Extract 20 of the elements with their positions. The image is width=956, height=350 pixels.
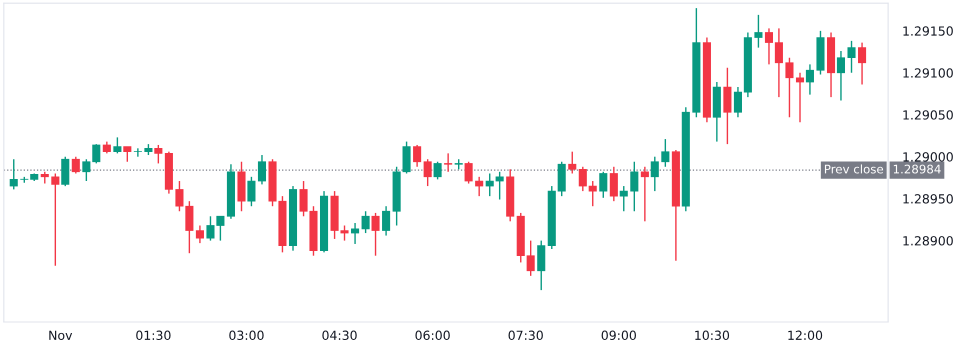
y-tick-label: 1.29000: [903, 152, 953, 162]
y-tick-label: 1.29100: [903, 68, 953, 78]
candlestick: [796, 72, 804, 123]
y-tick-label: 1.29050: [903, 110, 953, 120]
x-tick-label: 09:00: [602, 330, 636, 340]
x-tick-label: 06:00: [415, 330, 450, 340]
y-tick-label: 1.29150: [903, 26, 953, 36]
candlestick: [134, 148, 142, 158]
text: 1.28984: [894, 164, 941, 174]
x-tick-label: 01:30: [136, 330, 171, 340]
x-tick-label: Nov: [49, 330, 72, 340]
candlestick: [340, 224, 349, 242]
x-tick-label: 12:00: [788, 330, 822, 340]
y-tick-label: 1.28950: [903, 194, 953, 204]
x-tick-label: 07:30: [508, 330, 543, 340]
y-tick-label: 1.28900: [903, 236, 953, 246]
x-tick-label: 10:30: [695, 330, 730, 340]
x-tick-label: 03:00: [229, 330, 264, 340]
x-tick-label: 04:30: [322, 330, 357, 340]
ref-line-label: Prev close: [824, 164, 884, 174]
